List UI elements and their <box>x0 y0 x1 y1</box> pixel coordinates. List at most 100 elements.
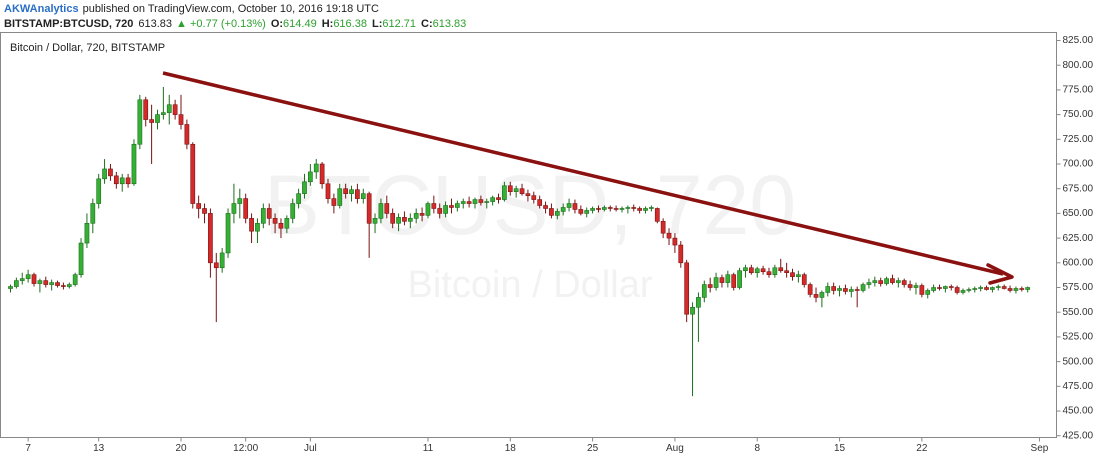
candle-body <box>454 203 460 208</box>
candle-body <box>937 287 942 289</box>
symbol-line: BITSTAMP:BTCUSD, 720 613.83 ▲ +0.77 (+0.13… <box>4 18 466 30</box>
candle-body <box>155 114 160 123</box>
candle-body <box>848 289 854 292</box>
y-tick-label: 725.00 <box>1063 134 1094 145</box>
candle-body <box>355 189 360 199</box>
candle-body <box>813 294 819 298</box>
trend-line <box>162 71 1004 276</box>
candle-body <box>966 289 972 291</box>
candle-body <box>590 208 595 211</box>
candle-body <box>901 280 907 285</box>
candle-body <box>954 287 960 293</box>
x-tick-label: 12:00 <box>233 443 258 454</box>
candle-body <box>249 218 254 232</box>
candle-body <box>731 274 737 288</box>
candle-body <box>108 168 113 177</box>
candle-body <box>1019 288 1025 290</box>
candle-body <box>178 114 184 125</box>
symbol: BITSTAMP:BTCUSD, 720 <box>4 18 133 30</box>
candle-body <box>490 197 495 202</box>
high-value: 616.38 <box>333 18 367 30</box>
candle-body <box>260 208 266 224</box>
candle-body <box>8 286 13 289</box>
candle-body <box>184 124 190 145</box>
x-tick-label: Sep <box>1031 443 1049 454</box>
candle-body <box>425 203 431 216</box>
candle-body <box>102 168 107 180</box>
candle-body <box>748 267 754 273</box>
candle-body <box>801 274 807 285</box>
candle-body <box>878 280 884 284</box>
candle-body <box>125 177 131 185</box>
candle-body <box>213 262 219 269</box>
candle-body <box>754 268 760 273</box>
candle-body <box>84 222 90 244</box>
candle-body <box>931 287 936 291</box>
candle-body <box>360 193 366 199</box>
candle-body <box>219 252 225 269</box>
candle-body <box>43 280 49 285</box>
y-tick-label: 775.00 <box>1063 85 1094 96</box>
candle-body <box>866 282 872 285</box>
x-tick-label: 22 <box>916 443 928 454</box>
candle-body <box>684 262 690 315</box>
candle-body <box>172 104 178 115</box>
publisher[interactable]: AKWAnalytics <box>4 3 79 15</box>
candle-body <box>607 207 613 209</box>
candle-body <box>819 292 825 298</box>
candle-body <box>596 208 601 210</box>
candle-body <box>478 199 484 203</box>
candle-body <box>572 203 578 210</box>
low-value: 612.71 <box>382 18 416 30</box>
candle-body <box>460 201 466 204</box>
candle-body <box>784 270 789 273</box>
candle-body <box>437 208 443 214</box>
y-tick-label: 550.00 <box>1063 307 1094 318</box>
candle-body <box>637 208 642 211</box>
change: ▲ +0.77 (+0.13%) <box>176 18 266 30</box>
candle-body <box>696 297 701 308</box>
candle-body <box>496 197 501 200</box>
candle-body <box>619 208 625 210</box>
candle-body <box>578 209 584 214</box>
candle-body <box>313 163 319 173</box>
candle-body <box>266 208 272 219</box>
y-tick-label: 750.00 <box>1063 109 1094 120</box>
low-label: L: <box>372 18 382 30</box>
candle-body <box>225 213 231 254</box>
candle-body <box>190 143 196 204</box>
candle-body <box>713 277 719 288</box>
open-value: 614.49 <box>283 18 317 30</box>
y-tick-label: 600.00 <box>1063 257 1094 268</box>
candle-body <box>584 210 590 214</box>
candle-body <box>925 290 931 295</box>
candle-body <box>513 188 519 192</box>
candle-body <box>978 287 984 289</box>
candle-body <box>666 232 672 239</box>
candle-body <box>113 175 119 185</box>
candle-body <box>519 188 525 194</box>
candle-body <box>554 211 560 216</box>
candle-body <box>643 208 648 211</box>
candle-body <box>860 284 866 291</box>
candle-body <box>543 205 548 209</box>
close-label: C: <box>421 18 433 30</box>
candle-body <box>884 278 889 284</box>
candle-body <box>948 286 954 288</box>
candle-body <box>202 208 207 214</box>
candle-body <box>49 282 55 285</box>
candle-body <box>196 203 202 209</box>
candle-body <box>161 112 166 115</box>
candle-body <box>919 285 925 295</box>
x-tick-label: 7 <box>25 443 31 454</box>
candle-body <box>31 274 37 284</box>
candle-body <box>272 218 278 224</box>
chart-title: Bitcoin / Dollar, 720, BITSTAMP <box>10 42 165 54</box>
candle-body <box>960 290 966 293</box>
candles <box>8 86 1031 397</box>
candle-body <box>537 199 543 206</box>
y-tick-label: 425.00 <box>1063 430 1094 441</box>
candle-body <box>466 201 472 204</box>
candle-body <box>766 271 772 275</box>
candle-body <box>1007 288 1013 291</box>
